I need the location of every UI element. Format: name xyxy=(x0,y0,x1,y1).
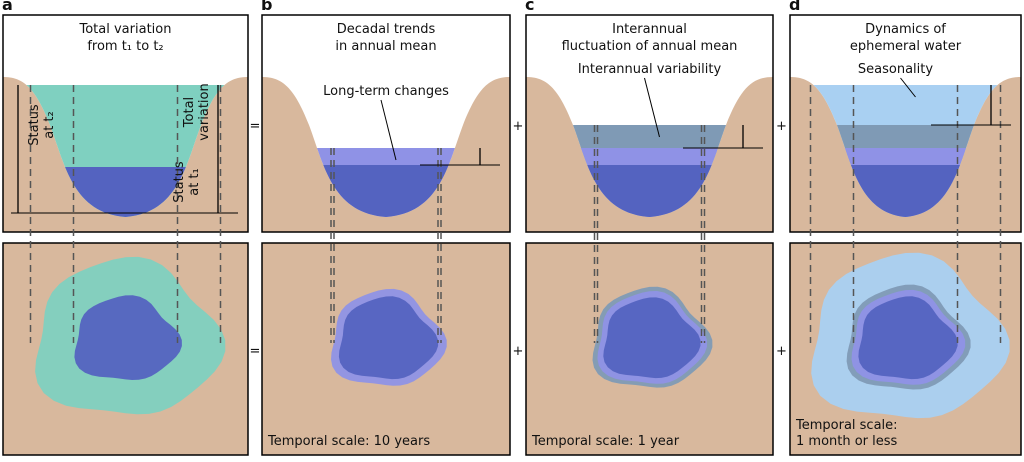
callout: Interannual variability xyxy=(578,62,722,77)
panel-title: Decadal trends xyxy=(337,22,436,37)
frame xyxy=(525,242,774,456)
panel-title: ephemeral water xyxy=(850,39,962,54)
panel-label: c xyxy=(525,0,534,14)
status-t2: at t₂ xyxy=(42,111,57,139)
temporal-scale: Temporal scale: xyxy=(795,418,898,433)
panel-title: fluctuation of annual mean xyxy=(562,39,738,54)
temporal-scale: Temporal scale: 1 year xyxy=(531,434,680,449)
water-extent xyxy=(603,297,701,379)
panel-title: Dynamics of xyxy=(865,22,946,37)
total-variation: Total xyxy=(182,97,197,128)
panel-label: a xyxy=(2,0,13,14)
temporal-scale: Temporal scale: 10 years xyxy=(267,434,430,449)
frame xyxy=(2,242,249,456)
frame xyxy=(789,14,1022,233)
frame xyxy=(525,14,774,233)
operator: + xyxy=(776,119,787,134)
panel-title: from t₁ to t₂ xyxy=(87,39,163,54)
panel-title: Total variation xyxy=(79,22,172,37)
callout-line xyxy=(380,99,397,161)
frame xyxy=(789,242,1022,456)
water-extent xyxy=(74,295,182,380)
panel-title: in annual mean xyxy=(335,39,436,54)
frame xyxy=(2,14,249,233)
status-t2: Status xyxy=(27,104,42,146)
panel-label: b xyxy=(261,0,272,14)
total-variation: variation xyxy=(197,83,212,140)
frame xyxy=(261,242,511,456)
callout: Seasonality xyxy=(858,62,933,77)
callout: Long-term changes xyxy=(323,84,449,99)
callout-line xyxy=(644,77,660,138)
panel-title: Interannual xyxy=(612,22,687,37)
operator: = xyxy=(250,119,261,134)
panel: b Decadal trends in annual mean Long-term c… xyxy=(261,0,511,456)
panel: d Dynamics of ephemeral water Seasonality Te… xyxy=(789,0,1022,456)
water-extent xyxy=(858,296,958,380)
temporal-scale: 1 month or less xyxy=(796,434,898,449)
operator: + xyxy=(776,344,787,359)
operator: + xyxy=(513,344,524,359)
status-t1: at t₁ xyxy=(187,168,202,196)
operator: = xyxy=(250,344,261,359)
frame xyxy=(261,14,511,233)
water-extent xyxy=(338,296,439,380)
callout-line xyxy=(900,77,916,98)
valley-sky xyxy=(526,15,773,217)
panel: c Interannual fluctuation of annual mean In… xyxy=(525,0,774,456)
panel-label: d xyxy=(789,0,800,14)
operator: + xyxy=(513,119,524,134)
status-t1: Status xyxy=(172,161,187,203)
